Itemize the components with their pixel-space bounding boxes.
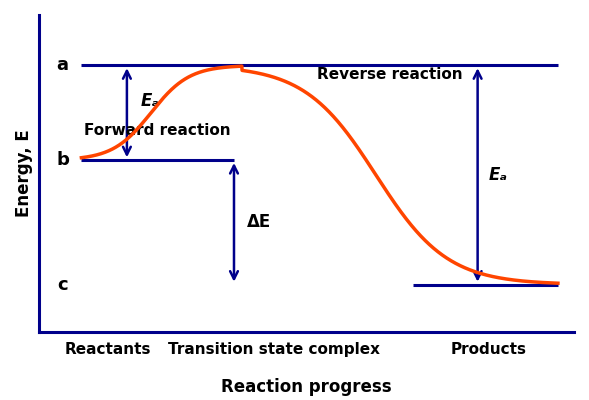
Text: Forward reaction: Forward reaction xyxy=(84,123,231,138)
Y-axis label: Energy, E: Energy, E xyxy=(15,130,33,217)
Text: ΔE: ΔE xyxy=(247,213,272,231)
Text: b: b xyxy=(56,151,69,169)
Text: Reactants: Reactants xyxy=(65,342,151,357)
Text: Products: Products xyxy=(451,342,527,357)
Text: Reverse reaction: Reverse reaction xyxy=(317,67,462,82)
Text: Eₐ: Eₐ xyxy=(140,92,159,110)
Text: c: c xyxy=(57,276,68,294)
Text: Transition state complex: Transition state complex xyxy=(168,342,380,357)
Text: a: a xyxy=(57,56,69,74)
Text: Reaction progress: Reaction progress xyxy=(221,378,392,396)
Text: Eₐ: Eₐ xyxy=(488,166,507,184)
